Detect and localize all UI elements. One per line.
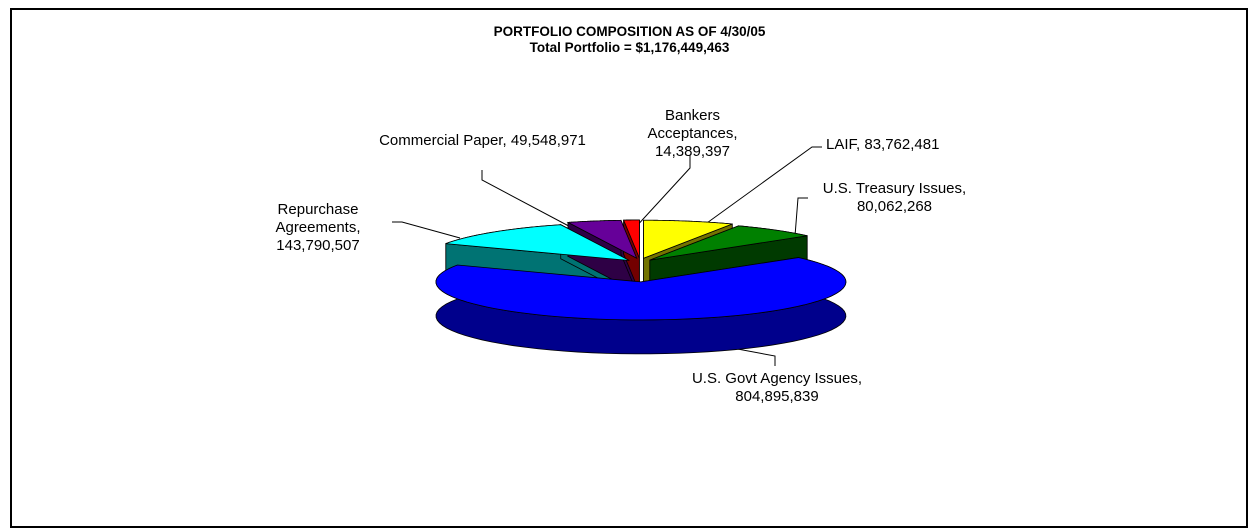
leader-line (392, 221, 461, 239)
category-name: U.S. Govt Agency Issues, (691, 370, 863, 387)
slice (643, 219, 733, 259)
category-name: Repurchase Agreements, (275, 201, 361, 236)
slice-label: Repurchase Agreements, 143,790,507 (238, 201, 398, 255)
slice-label: Commercial Paper, 49,548,971 (355, 132, 610, 150)
value-label: 83,762,481 (864, 136, 940, 153)
category-name: Commercial Paper, (379, 132, 507, 149)
page: PORTFOLIO COMPOSITION AS OF 4/30/05 Tota… (10, 8, 1248, 528)
slice-label: U.S. Treasury Issues, 80,062,268 (812, 180, 977, 216)
slice (623, 219, 640, 259)
leader-line (794, 197, 808, 237)
chart (392, 146, 847, 366)
value-label: 804,895,839 (735, 388, 819, 405)
value-label: 49,548,971 (510, 132, 586, 149)
value-label: 14,389,397 (654, 143, 731, 160)
leader-line (699, 146, 822, 229)
slice (566, 219, 638, 260)
slice-label: Bankers Acceptances, 14,389,397 (620, 107, 765, 161)
slice (435, 257, 847, 321)
chart-subtitle: Total Portfolio = $1,176,449,463 (529, 40, 730, 55)
slice-label: LAIF, 83,762,481 (826, 136, 1086, 154)
chart-title: PORTFOLIO COMPOSITION AS OF 4/30/05 (493, 24, 766, 39)
pie (435, 219, 847, 355)
leader-line (632, 155, 691, 231)
category-name: Bankers Acceptances, (647, 107, 738, 142)
value-label: 80,062,268 (856, 198, 933, 215)
category-name: LAIF, (826, 136, 861, 153)
leader-lines (392, 146, 822, 366)
value-label: 143,790,507 (276, 237, 360, 254)
category-name: U.S. Treasury Issues, (822, 180, 967, 197)
slice (649, 225, 808, 261)
slice-label: U.S. Govt Agency Issues, 804,895,839 (662, 370, 892, 406)
leader-line (481, 170, 581, 233)
slice (445, 224, 630, 261)
